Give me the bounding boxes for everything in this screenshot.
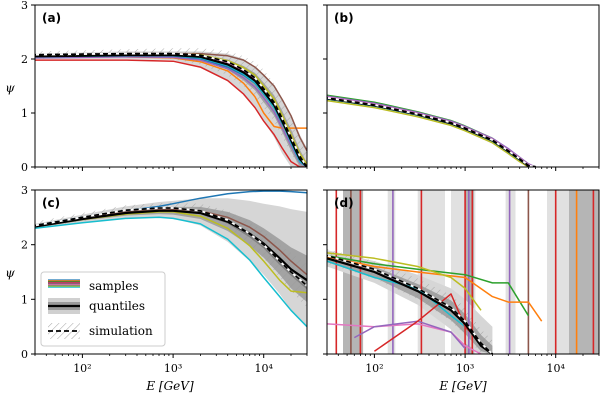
axes-frame	[34, 4, 308, 168]
sample-line	[327, 254, 530, 317]
panel-label: (c)	[42, 196, 60, 210]
plot-area	[327, 94, 536, 167]
plot-area	[35, 190, 307, 328]
simulation-line	[327, 254, 493, 354]
quantile-spike	[547, 190, 569, 354]
simulation-line	[35, 207, 307, 287]
y-tick-label: 3	[21, 0, 28, 12]
y-tick-label: 2	[21, 239, 28, 252]
simulation-line-halo	[327, 254, 494, 354]
y-tick-label: 0	[21, 348, 28, 361]
axes-frame	[326, 189, 600, 355]
simulation-band	[35, 48, 307, 167]
panel-label: (a)	[42, 11, 61, 25]
y-tick-label: 1	[21, 293, 28, 306]
xlabel-right: E [GeV]	[438, 379, 487, 393]
sample-line	[327, 323, 482, 354]
x-tick-label: 10⁴	[254, 362, 273, 375]
sample-line	[35, 59, 307, 167]
median-line	[35, 209, 307, 282]
panel-c: 0 1 2 3 10² 10³ 10⁴ (c)	[21, 184, 308, 375]
sample-line	[35, 216, 307, 328]
panel-label: (b)	[334, 11, 354, 25]
legend-quantiles-swatch	[48, 298, 80, 314]
simulation-line	[327, 97, 536, 167]
sample-line	[327, 252, 482, 311]
xlabel-left: E [GeV]	[145, 379, 194, 393]
y-tick-label: 3	[21, 184, 28, 197]
legend-label-samples: samples	[89, 279, 138, 293]
sample-line	[327, 99, 536, 167]
quantile-band-inner	[327, 96, 536, 167]
legend-label-quantiles: quantiles	[89, 299, 145, 313]
median-line	[327, 97, 536, 167]
axes-frame	[34, 189, 308, 355]
sample-line	[327, 96, 536, 167]
quantile-spike	[505, 190, 516, 354]
sample-line	[327, 95, 536, 167]
panel-a: 0 1 2 3 (a)	[21, 0, 308, 174]
plot-area	[327, 190, 599, 354]
y-tick-label: 1	[21, 107, 28, 120]
y-tick-label: 2	[21, 53, 28, 66]
x-tick-label: 10⁴	[546, 362, 565, 375]
sample-line	[327, 98, 536, 167]
xlabel-right-text: E [GeV]	[438, 379, 487, 393]
quantile-spike	[569, 190, 599, 354]
xlabel-left-text: E [GeV]	[145, 379, 194, 393]
panel-label: (d)	[334, 196, 354, 210]
median-line	[327, 257, 494, 354]
simulation-line-halo	[327, 97, 536, 167]
legend-simulation-swatch	[48, 323, 80, 339]
legend-samples-swatch	[48, 279, 80, 288]
y-tick-label: 0	[21, 161, 28, 174]
panel-b: (b)	[323, 4, 600, 171]
sample-line	[327, 255, 543, 322]
axes-frame	[326, 4, 600, 168]
x-tick-label: 10²	[365, 362, 383, 375]
legend: samples quantiles simulation	[40, 271, 166, 347]
simulation-line-halo	[35, 52, 307, 167]
median-line	[35, 54, 307, 167]
x-tick-label: 10²	[73, 362, 91, 375]
x-tick-label: 10³	[456, 362, 474, 375]
sample-line	[35, 56, 307, 167]
ylabel-top: ψ	[5, 81, 15, 95]
plot-area	[35, 48, 307, 167]
ylabel-bottom: ψ	[5, 266, 15, 280]
legend-label-simulation: simulation	[89, 324, 153, 338]
x-tick-label: 10³	[164, 362, 182, 375]
panel-d: 10² 10³ 10⁴ (d)	[323, 189, 600, 375]
